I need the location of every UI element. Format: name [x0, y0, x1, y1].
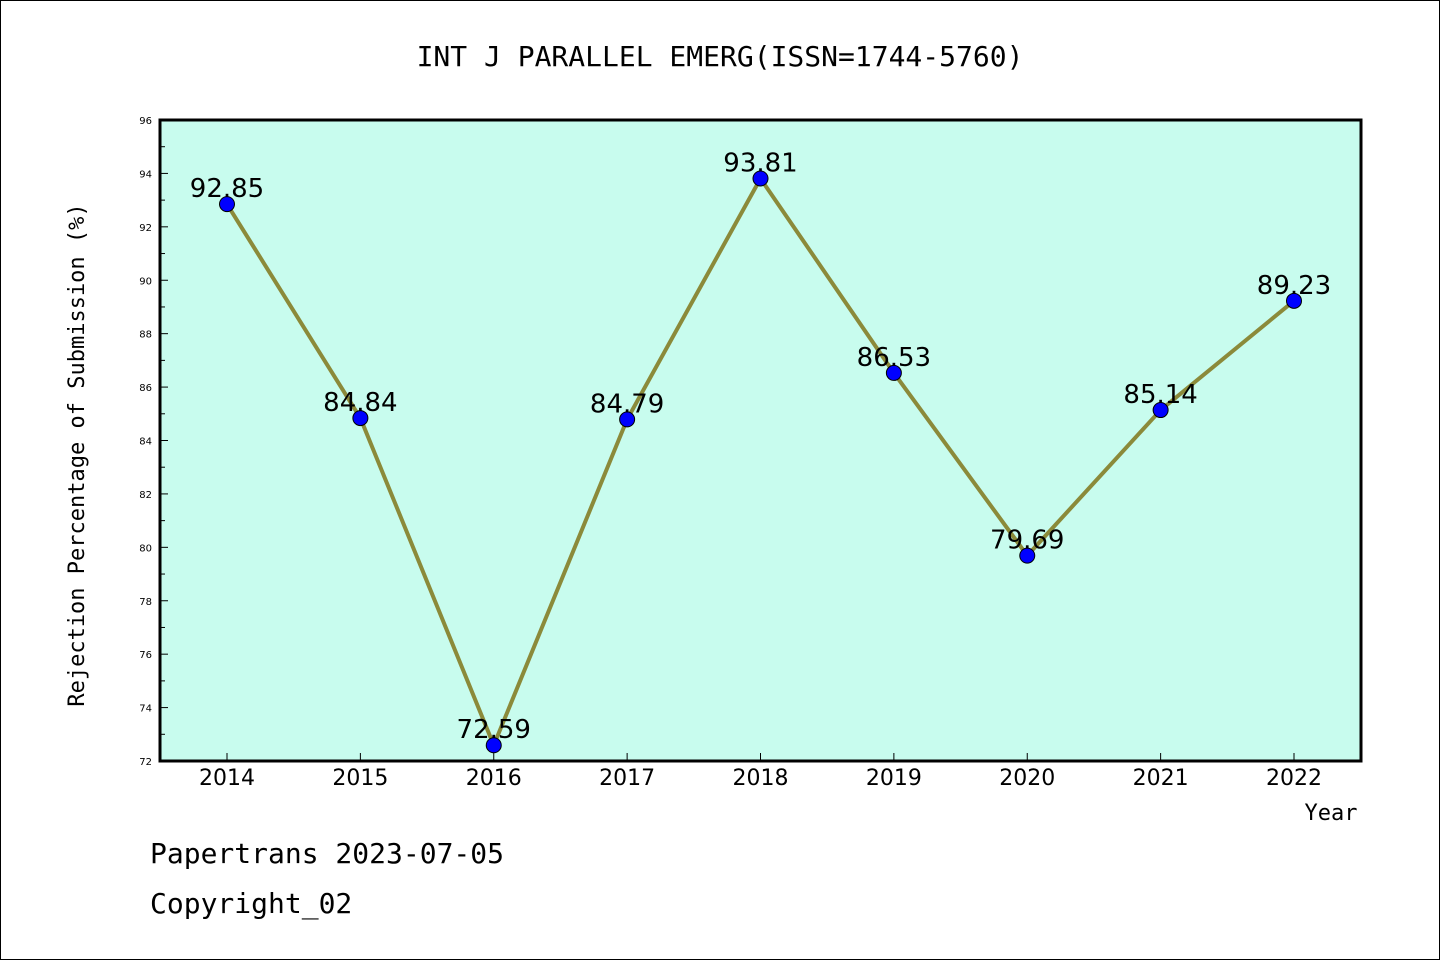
- data-label: 72.59: [457, 715, 531, 745]
- data-label: 89.23: [1257, 271, 1331, 301]
- data-point: [219, 196, 235, 213]
- data-label: 85.14: [1123, 380, 1197, 410]
- y-axis-label: Rejection Percentage of Submission (%): [65, 203, 90, 706]
- footer-source: Papertrans 2023-07-05: [150, 837, 504, 870]
- y-tick-label: 88: [139, 330, 152, 341]
- data-point: [1152, 402, 1169, 419]
- x-tick-label: 2017: [599, 766, 655, 791]
- y-tick-label: 92: [139, 223, 152, 234]
- y-tick-label: 86: [139, 383, 152, 394]
- x-axis-label: Year: [1305, 801, 1358, 826]
- y-tick-label: 74: [139, 704, 152, 715]
- x-tick-label: 2022: [1266, 766, 1322, 791]
- y-tick-label: 80: [139, 543, 152, 554]
- x-axis: 2014 2015 2016 2017 2018 2019 2020 2021 2022: [199, 753, 1322, 791]
- y-tick-label: 96: [139, 116, 152, 127]
- y-tick-label: 84: [139, 437, 152, 448]
- x-tick-label: 2016: [466, 766, 522, 791]
- y-tick-label: 76: [139, 650, 152, 661]
- x-tick-label: 2014: [199, 766, 255, 791]
- data-point: [752, 170, 769, 187]
- data-point: [352, 410, 369, 427]
- y-tick-label: 78: [139, 597, 152, 608]
- data-point: [485, 737, 502, 754]
- x-tick-label: 2019: [866, 766, 922, 791]
- data-point: [1286, 292, 1302, 309]
- y-tick-label: 90: [139, 276, 152, 287]
- y-tick-label: 82: [139, 490, 152, 501]
- x-tick-label: 2015: [332, 766, 388, 791]
- x-tick-label: 2018: [733, 766, 789, 791]
- data-labels: 92.85 84.84 72.59 84.79 93.81 86.53 79.69 85.14…: [190, 148, 1331, 745]
- data-point: [1019, 547, 1036, 564]
- data-label: 84.84: [323, 388, 397, 418]
- chart-title: INT J PARALLEL EMERG(ISSN=1744-5760): [417, 40, 1024, 73]
- data-label: 92.85: [190, 174, 264, 204]
- data-label: 79.69: [990, 526, 1064, 556]
- plot-area: [158, 118, 1363, 763]
- y-tick-label: 72: [139, 757, 152, 768]
- data-point: [619, 411, 636, 428]
- data-label: 93.81: [723, 148, 797, 178]
- data-point: [885, 364, 902, 381]
- series-markers: [219, 170, 1302, 754]
- data-label: 86.53: [857, 343, 931, 373]
- data-label: 84.79: [590, 389, 664, 419]
- x-tick-label: 2021: [1133, 766, 1189, 791]
- footer-copyright: Copyright_02: [150, 887, 352, 921]
- y-tick-label: 94: [139, 169, 152, 180]
- x-tick-label: 2020: [999, 766, 1055, 791]
- y-axis: 72 74 76 78 80 82 84 86 88 90 92 94 96: [139, 116, 168, 768]
